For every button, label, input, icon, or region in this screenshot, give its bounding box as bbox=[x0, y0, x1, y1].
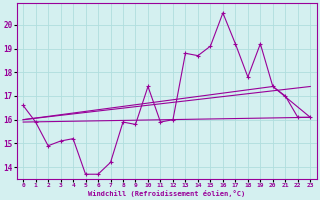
X-axis label: Windchill (Refroidissement éolien,°C): Windchill (Refroidissement éolien,°C) bbox=[88, 190, 245, 197]
